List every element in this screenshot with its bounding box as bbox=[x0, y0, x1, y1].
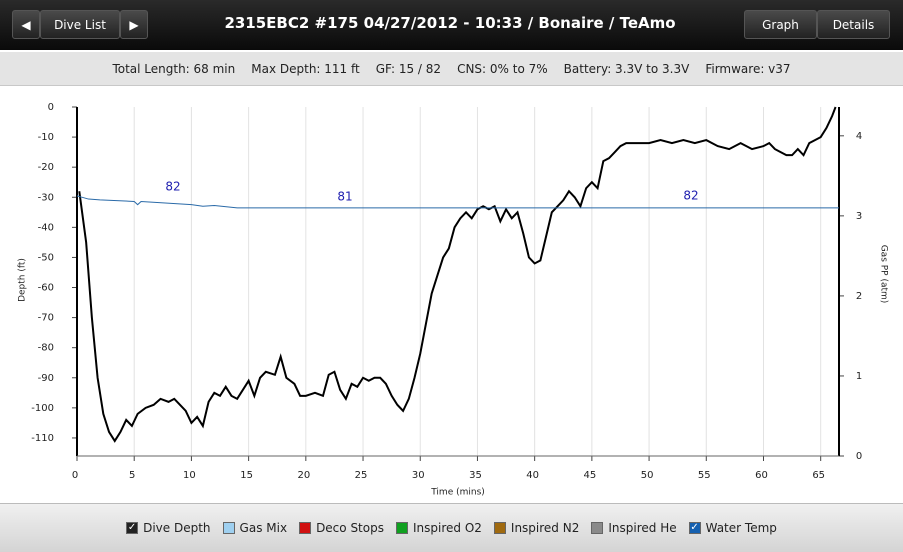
y-tick-label: -80 bbox=[38, 343, 54, 354]
legend-label: Gas Mix bbox=[239, 521, 288, 535]
x-tick-label: 35 bbox=[469, 470, 482, 481]
legend-checkbox[interactable] bbox=[493, 522, 506, 534]
y-axis-label: Depth (ft) bbox=[18, 258, 28, 302]
legend-label: Inspired N2 bbox=[510, 521, 580, 535]
info-item: GF: 15 / 82 bbox=[375, 61, 442, 76]
gas-annotation: 81 bbox=[337, 190, 352, 204]
graph-tab[interactable]: Graph bbox=[744, 10, 817, 39]
info-bar: Total Length: 68 min Max Depth: 111 ft GF:… bbox=[0, 52, 903, 86]
y-tick-label: 0 bbox=[48, 102, 54, 113]
legend-label: Water Temp bbox=[705, 521, 777, 535]
y2-tick-label: 2 bbox=[856, 291, 862, 302]
legend-item[interactable]: Inspired O2 bbox=[395, 521, 482, 535]
series-line bbox=[78, 106, 837, 443]
y2-tick-label: 1 bbox=[856, 371, 862, 382]
gas-annotation: 82 bbox=[165, 180, 180, 194]
y-tick-label: -10 bbox=[38, 132, 54, 143]
legend-label: Dive Depth bbox=[143, 521, 211, 535]
x-tick-label: 10 bbox=[183, 470, 196, 481]
y-tick-label: -60 bbox=[38, 283, 54, 294]
x-tick-label: 50 bbox=[641, 470, 654, 481]
y2-tick-label: 3 bbox=[856, 211, 862, 222]
x-tick-label: 0 bbox=[72, 470, 78, 481]
y-tick-label: -100 bbox=[31, 403, 54, 414]
dive-title: 2315EBC2 #175 04/27/2012 - 10:33 / Bonai… bbox=[224, 14, 676, 32]
x-axis-label: Time (mins) bbox=[430, 488, 485, 498]
y-tick-label: -40 bbox=[38, 222, 54, 233]
legend-checkbox[interactable] bbox=[222, 522, 235, 534]
legend-checkbox[interactable] bbox=[299, 522, 312, 534]
legend-label: Inspired He bbox=[608, 521, 677, 535]
legend: ✓ Dive Depth Gas Mix Deco Stops Inspired O2 I… bbox=[0, 503, 903, 552]
x-tick-label: 55 bbox=[698, 470, 711, 481]
x-tick-label: 40 bbox=[526, 470, 539, 481]
next-button[interactable]: ▶ bbox=[120, 10, 148, 39]
details-tab[interactable]: Details bbox=[817, 10, 890, 39]
y2-tick-label: 4 bbox=[856, 131, 862, 142]
x-tick-label: 30 bbox=[412, 470, 425, 481]
x-tick-label: 20 bbox=[297, 470, 310, 481]
info-item: Max Depth: 111 ft bbox=[251, 61, 360, 76]
info-item: Total Length: 68 min bbox=[112, 61, 236, 76]
y-tick-label: -110 bbox=[31, 433, 54, 444]
x-tick-label: 5 bbox=[129, 470, 135, 481]
dive-list-button[interactable]: Dive List bbox=[40, 10, 120, 39]
x-tick-label: 65 bbox=[812, 470, 825, 481]
y2-tick-label: 0 bbox=[856, 451, 862, 462]
legend-label: Inspired O2 bbox=[412, 521, 482, 535]
prev-button[interactable]: ◀ bbox=[12, 10, 40, 39]
y2-axis-label: Gas PP (atm) bbox=[879, 245, 889, 304]
legend-item[interactable]: ✓ Dive Depth bbox=[126, 521, 211, 535]
y-tick-label: -20 bbox=[38, 162, 54, 173]
info-item: Battery: 3.3V to 3.3V bbox=[563, 61, 690, 76]
series-line bbox=[76, 195, 839, 209]
gas-annotation: 82 bbox=[683, 189, 698, 203]
info-item: Firmware: v37 bbox=[705, 61, 791, 76]
legend-checkbox[interactable]: ✓ bbox=[126, 522, 139, 534]
legend-item[interactable]: ✓ Water Temp bbox=[688, 521, 777, 535]
legend-label: Deco Stops bbox=[316, 521, 384, 535]
legend-item[interactable]: Gas Mix bbox=[222, 521, 288, 535]
legend-item[interactable]: Inspired N2 bbox=[493, 521, 580, 535]
chart: 0 5 10 15 20 25 30 35 40 45 50 55 60 650-10-20-30-40-… bbox=[18, 102, 889, 498]
top-bar: ◀ Dive List ▶ 2315EBC2 #175 04/27/2012 -… bbox=[0, 0, 903, 50]
info-item: CNS: 0% to 7% bbox=[457, 61, 548, 76]
y-tick-label: -30 bbox=[38, 192, 54, 203]
x-tick-label: 15 bbox=[240, 470, 253, 481]
x-tick-label: 25 bbox=[355, 470, 368, 481]
y-tick-label: -50 bbox=[38, 252, 54, 263]
y-tick-label: -90 bbox=[38, 373, 54, 384]
legend-item[interactable]: Deco Stops bbox=[299, 521, 384, 535]
legend-item[interactable]: Inspired He bbox=[591, 521, 677, 535]
legend-checkbox[interactable] bbox=[591, 522, 604, 534]
y-tick-label: -70 bbox=[38, 313, 54, 324]
x-tick-label: 45 bbox=[583, 470, 596, 481]
legend-checkbox[interactable]: ✓ bbox=[688, 522, 701, 534]
x-tick-label: 60 bbox=[755, 470, 768, 481]
legend-checkbox[interactable] bbox=[395, 522, 408, 534]
